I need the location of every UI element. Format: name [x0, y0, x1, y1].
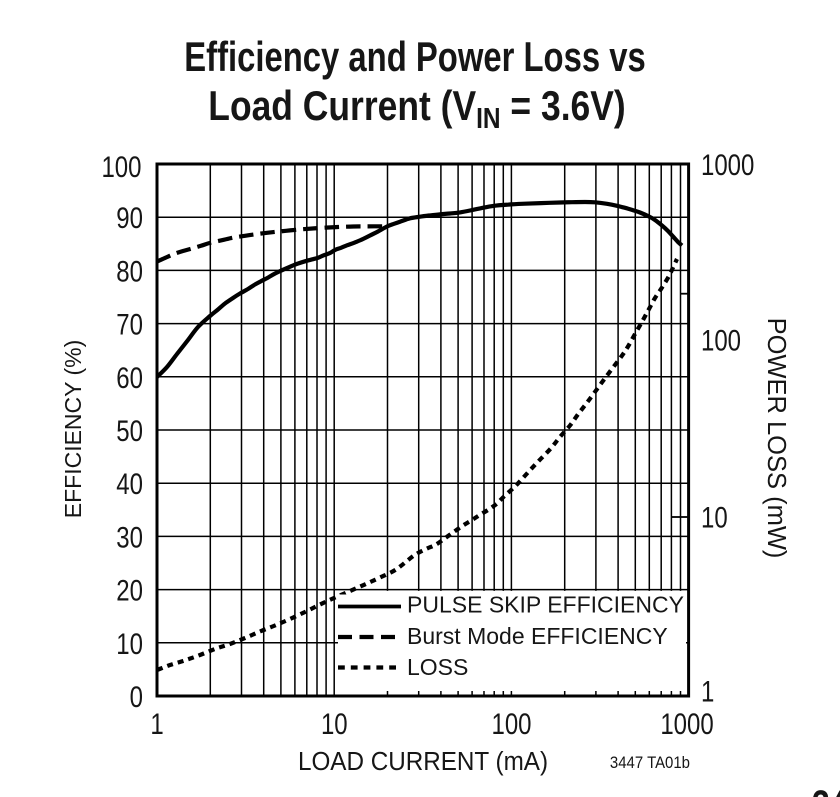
- svg-text:LOSS: LOSS: [407, 654, 468, 680]
- svg-text:PULSE SKIP EFFICIENCY: PULSE SKIP EFFICIENCY: [407, 592, 684, 618]
- svg-text:100: 100: [701, 323, 741, 357]
- svg-text:Burst Mode EFFICIENCY: Burst Mode EFFICIENCY: [407, 623, 668, 649]
- svg-text:10: 10: [701, 500, 728, 534]
- svg-text:LOAD CURRENT (mA): LOAD CURRENT (mA): [298, 747, 548, 776]
- svg-text:90: 90: [116, 201, 143, 235]
- svg-text:0: 0: [130, 679, 143, 713]
- svg-text:1000: 1000: [660, 706, 713, 740]
- svg-text:100: 100: [101, 149, 141, 183]
- svg-text:80: 80: [116, 254, 143, 288]
- svg-text:1: 1: [701, 674, 714, 708]
- svg-text:3447 TA01b: 3447 TA01b: [610, 754, 690, 772]
- svg-text:60: 60: [116, 360, 143, 394]
- svg-text:40: 40: [116, 467, 143, 501]
- svg-text:EFFICIENCY (%): EFFICIENCY (%): [60, 340, 86, 518]
- svg-text:20: 20: [116, 573, 143, 607]
- svg-text:Load Current (VIN = 3.6V): Load Current (VIN = 3.6V): [208, 83, 625, 134]
- svg-text:10: 10: [116, 626, 143, 660]
- svg-text:1000: 1000: [701, 147, 754, 181]
- svg-text:30: 30: [116, 520, 143, 554]
- svg-text:50: 50: [116, 413, 143, 447]
- svg-text:100: 100: [491, 706, 531, 740]
- svg-text:34: 34: [812, 782, 840, 797]
- svg-text:Efficiency and Power Loss vs: Efficiency and Power Loss vs: [184, 33, 645, 80]
- svg-text:70: 70: [116, 307, 143, 341]
- svg-text:10: 10: [321, 706, 348, 740]
- svg-text:1: 1: [150, 706, 163, 740]
- svg-text:POWER LOSS (mW): POWER LOSS (mW): [762, 318, 790, 559]
